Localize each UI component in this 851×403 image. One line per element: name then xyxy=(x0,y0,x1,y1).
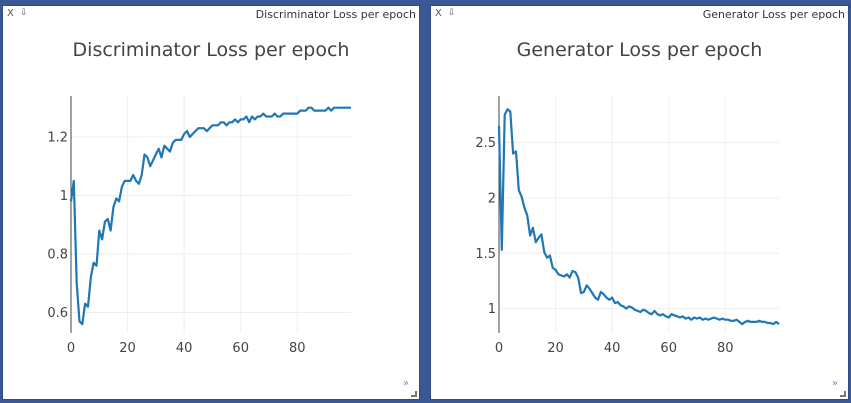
y-tick-label: 0.6 xyxy=(47,306,68,321)
expand-icon[interactable]: » xyxy=(831,378,838,389)
series-line xyxy=(497,108,780,326)
pane-caption: Generator Loss per epoch xyxy=(702,8,845,21)
discriminator-loss-pane: X ⇩ Discriminator Loss per epoch Discrim… xyxy=(2,5,420,400)
pin-icon[interactable]: ⇩ xyxy=(448,8,456,18)
generator-loss-chart: 0 20 40 60 80 1 1.5 2 2.5 xyxy=(475,96,780,356)
pin-icon[interactable]: ⇩ xyxy=(20,8,28,18)
y-tick-label: 1 xyxy=(60,189,68,204)
x-tick-label: 60 xyxy=(232,341,249,356)
pane-header: X ⇩ Generator Loss per epoch xyxy=(431,6,848,24)
discriminator-loss-chart: 0 20 40 60 80 0.6 0.8 1 1.2 xyxy=(47,96,351,356)
series-line xyxy=(69,106,351,326)
x-tick-label: 0 xyxy=(495,341,503,356)
y-tick-label: 0.8 xyxy=(47,248,68,263)
x-tick-label: 80 xyxy=(289,341,306,356)
chart-title: Generator Loss per epoch xyxy=(516,39,763,61)
y-tick-label: 2 xyxy=(488,191,496,206)
generator-loss-pane: X ⇩ Generator Loss per epoch Generator L… xyxy=(430,5,849,400)
x-tick-label: 0 xyxy=(67,341,75,356)
x-tick-label: 40 xyxy=(176,341,193,356)
x-tick-label: 60 xyxy=(660,341,677,356)
resize-handle[interactable] xyxy=(840,391,846,397)
x-tick-label: 80 xyxy=(717,341,734,356)
y-tick-label: 2.5 xyxy=(475,136,496,151)
close-icon[interactable]: X xyxy=(7,8,14,19)
y-tick-label: 1.2 xyxy=(47,130,68,145)
expand-icon[interactable]: » xyxy=(402,378,409,389)
chart-title: Discriminator Loss per epoch xyxy=(72,39,350,61)
y-tick-label: 1 xyxy=(488,302,496,317)
pane-caption: Discriminator Loss per epoch xyxy=(255,8,416,21)
x-tick-label: 20 xyxy=(547,341,564,356)
resize-handle[interactable] xyxy=(411,391,417,397)
y-tick-label: 1.5 xyxy=(475,247,496,262)
pane-header: X ⇩ Discriminator Loss per epoch xyxy=(3,6,419,24)
x-tick-label: 20 xyxy=(119,341,136,356)
x-tick-label: 40 xyxy=(604,341,621,356)
close-icon[interactable]: X xyxy=(435,8,442,19)
